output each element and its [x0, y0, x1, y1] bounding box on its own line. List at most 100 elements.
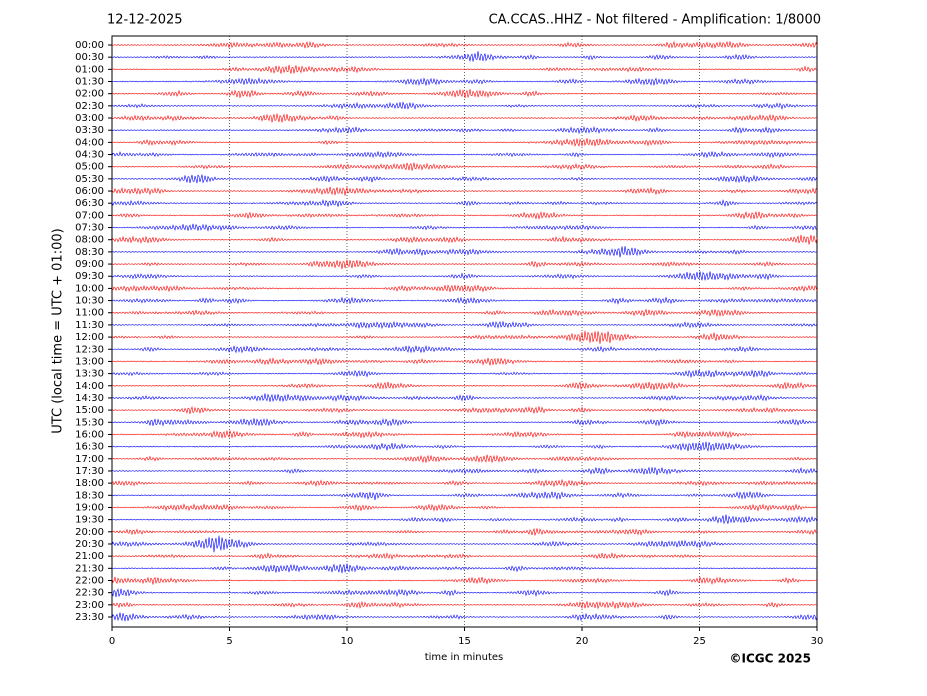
y-tick-label: 13:30 — [75, 369, 104, 380]
trace — [111, 381, 818, 391]
y-tick-label: 10:00 — [75, 283, 104, 294]
x-tick-label: 30 — [811, 636, 824, 647]
trace — [111, 491, 818, 501]
y-tick-label: 14:00 — [75, 381, 104, 392]
trace — [111, 210, 818, 220]
y-tick-label: 04:00 — [75, 137, 104, 148]
x-tick-label: 10 — [341, 636, 354, 647]
trace — [111, 454, 818, 464]
trace — [111, 186, 818, 196]
trace — [111, 246, 818, 258]
y-tick-label: 15:00 — [75, 405, 104, 416]
trace — [111, 588, 818, 598]
trace — [111, 612, 818, 622]
trace — [111, 174, 818, 184]
y-tick-label: 18:30 — [75, 490, 104, 501]
y-tick-label: 05:30 — [75, 174, 104, 185]
x-tick-label: 20 — [576, 636, 589, 647]
y-tick-label: 07:00 — [75, 210, 104, 221]
y-tick-label: 06:00 — [75, 186, 104, 197]
y-tick-label: 00:30 — [75, 52, 104, 63]
trace — [111, 234, 818, 245]
y-tick-label: 08:30 — [75, 247, 104, 258]
y-tick-label: 19:30 — [75, 515, 104, 526]
y-tick-label: 21:00 — [75, 551, 104, 562]
trace — [111, 576, 818, 586]
trace — [111, 393, 818, 403]
y-tick-label: 06:30 — [75, 198, 104, 209]
y-tick-label: 20:00 — [75, 527, 104, 538]
trace — [111, 527, 818, 537]
trace — [111, 418, 818, 427]
x-axis-label: time in minutes — [425, 652, 504, 663]
x-tick-label: 15 — [458, 636, 471, 647]
trace — [111, 552, 818, 560]
trace — [111, 113, 818, 123]
trace — [111, 466, 818, 476]
y-tick-label: 16:00 — [75, 429, 104, 440]
x-tick-label: 5 — [226, 636, 232, 647]
y-tick-label: 09:30 — [75, 271, 104, 282]
y-tick-label: 13:00 — [75, 356, 104, 367]
y-tick-label: 12:00 — [75, 332, 104, 343]
trace — [111, 563, 818, 574]
trace — [111, 126, 818, 135]
trace — [111, 284, 818, 293]
trace — [111, 64, 818, 74]
y-tick-label: 07:30 — [75, 223, 104, 234]
y-tick-label: 01:30 — [75, 77, 104, 88]
trace — [111, 162, 818, 171]
trace — [111, 429, 818, 439]
trace — [111, 77, 818, 86]
y-tick-label: 22:30 — [75, 588, 104, 599]
trace — [111, 40, 818, 49]
y-tick-label: 03:30 — [75, 125, 104, 136]
trace — [111, 308, 818, 317]
trace — [111, 150, 818, 159]
y-tick-label: 09:00 — [75, 259, 104, 270]
trace — [111, 369, 818, 378]
y-tick-label: 04:30 — [75, 150, 104, 161]
trace — [111, 514, 818, 525]
y-tick-label: 02:00 — [75, 89, 104, 100]
y-axis-label: UTC (local time = UTC + 01:00) — [51, 228, 66, 433]
y-tick-label: 17:30 — [75, 466, 104, 477]
trace — [111, 600, 818, 610]
x-tick-label: 25 — [693, 636, 706, 647]
trace — [111, 101, 818, 110]
trace — [111, 223, 818, 232]
plot-frame — [111, 35, 818, 628]
trace — [111, 89, 818, 99]
trace — [111, 535, 818, 553]
y-tick-label: 01:00 — [75, 64, 104, 75]
y-tick-label: 10:30 — [75, 296, 104, 307]
y-tick-label: 00:00 — [75, 40, 104, 51]
y-tick-label: 21:30 — [75, 563, 104, 574]
trace — [111, 406, 818, 415]
trace — [111, 344, 818, 354]
y-tick-label: 11:30 — [75, 320, 104, 331]
y-tick-label: 19:00 — [75, 502, 104, 513]
trace — [111, 357, 818, 366]
y-tick-label: 14:30 — [75, 393, 104, 404]
y-tick-label: 22:00 — [75, 575, 104, 586]
y-tick-label: 11:00 — [75, 308, 104, 319]
y-tick-label: 12:30 — [75, 344, 104, 355]
trace — [111, 441, 818, 452]
y-tick-label: 17:00 — [75, 454, 104, 465]
trace — [111, 51, 818, 62]
trace — [111, 320, 818, 330]
y-tick-label: 15:30 — [75, 417, 104, 428]
trace — [111, 503, 818, 512]
y-tick-label: 08:00 — [75, 235, 104, 246]
trace — [111, 296, 818, 305]
y-tick-label: 16:30 — [75, 442, 104, 453]
trace — [111, 478, 818, 488]
y-tick-label: 23:00 — [75, 600, 104, 611]
copyright: ©ICGC 2025 — [729, 652, 811, 666]
y-tick-label: 23:30 — [75, 612, 104, 623]
chart-title: CA.CCAS..HHZ - Not filtered - Amplificat… — [489, 13, 821, 28]
x-tick-label: 0 — [109, 636, 115, 647]
trace — [111, 330, 818, 344]
